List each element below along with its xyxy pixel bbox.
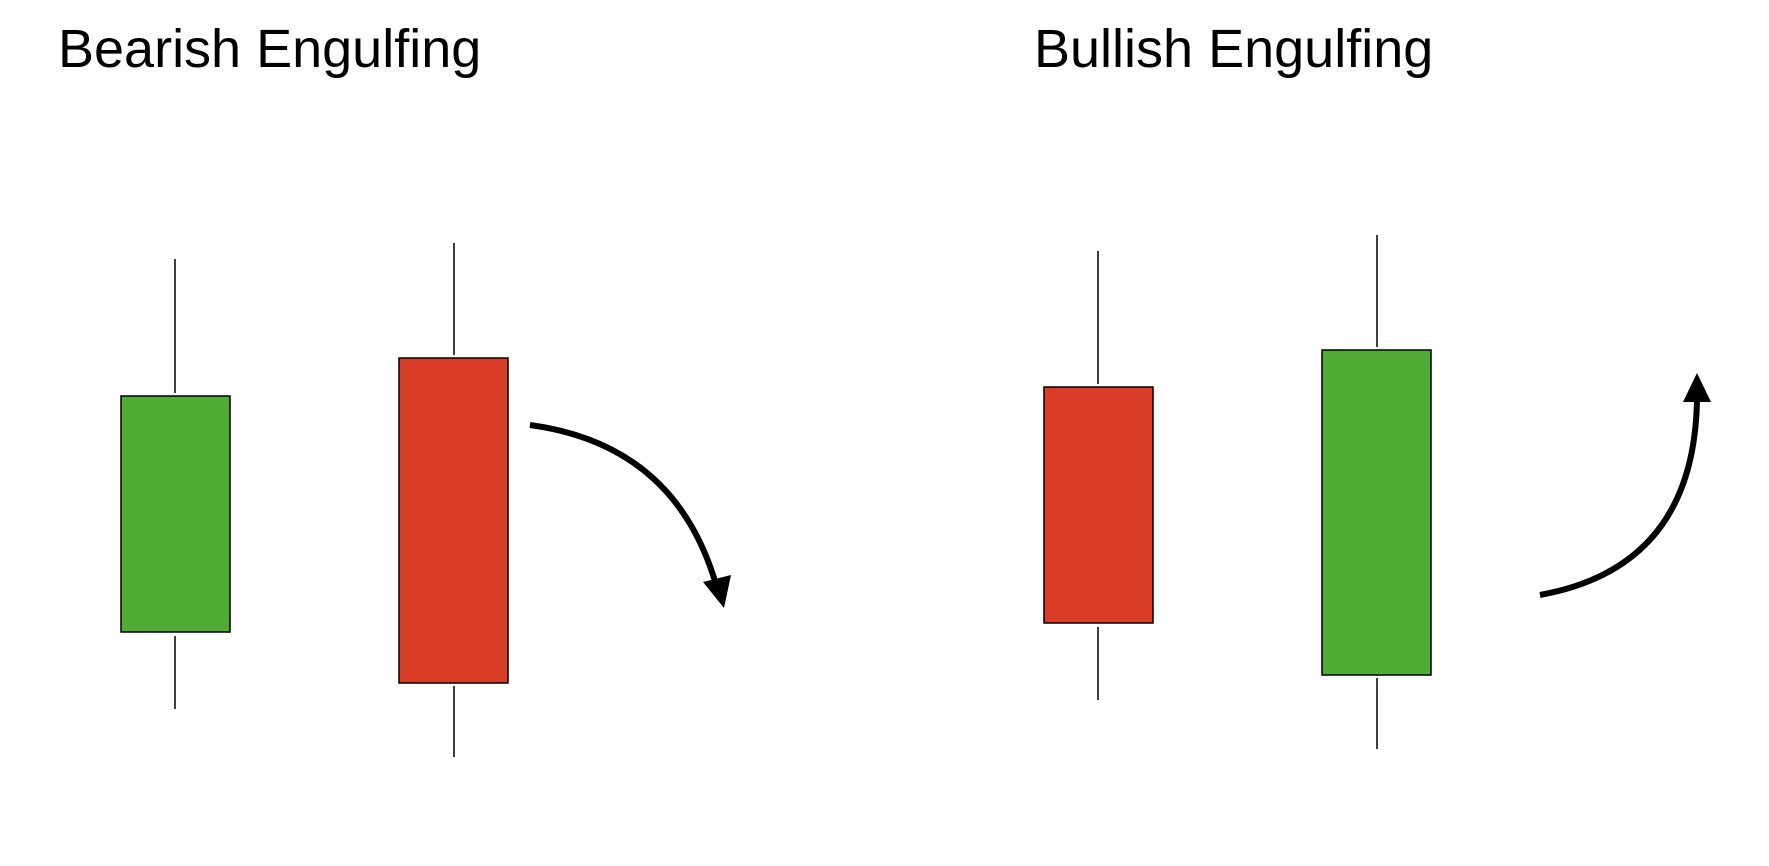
candle-left-2 [398,243,509,757]
arrow-head [1683,373,1711,402]
candle-right-1 [1043,251,1154,700]
candle-body [1321,349,1432,676]
candle-body [398,357,509,684]
arrow-curve [1539,397,1700,598]
arrow-head [703,575,731,608]
candle-body [1043,386,1154,624]
candle-body [120,395,231,633]
candle-right-2 [1321,235,1432,749]
bearish-engulfing-panel [120,243,731,757]
arrow-curve [529,422,720,589]
bearish-engulfing-title: Bearish Engulfing [58,19,482,79]
candle-left-1 [120,259,231,709]
bullish-engulfing-panel [1043,235,1711,749]
bullish-engulfing-title: Bullish Engulfing [1034,19,1434,79]
up-trend-arrow-icon [1539,373,1711,598]
down-trend-arrow-icon [529,422,731,608]
